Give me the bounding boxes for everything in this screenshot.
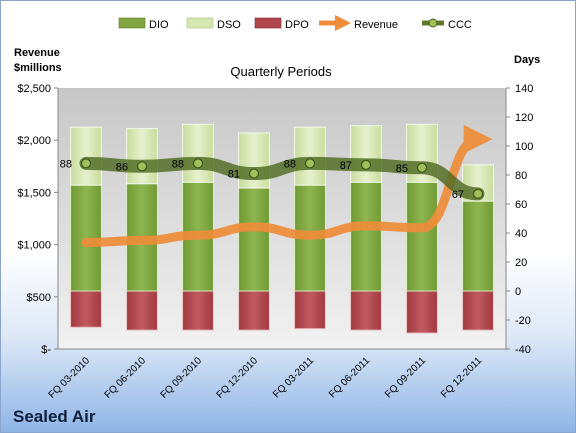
x-tick-label: FQ 03-2010: [47, 355, 93, 401]
ccc-data-label: 81: [228, 169, 240, 181]
ccc-marker: [192, 158, 204, 169]
right-tick-label: 0: [515, 286, 521, 298]
bar-dpo: [294, 290, 326, 330]
legend-label-revenue: Revenue: [354, 19, 398, 31]
x-tick-label: FQ 06-2010: [103, 355, 149, 401]
x-tick-label: FQ 09-2010: [159, 355, 205, 401]
legend-swatch-dpo: [254, 17, 282, 29]
right-tick-label: 20: [515, 257, 527, 269]
right-tick-label: -40: [515, 344, 531, 356]
legend-label-dso: DSO: [217, 19, 241, 31]
right-tick-label: -20: [515, 315, 531, 327]
ccc-marker: [136, 161, 148, 172]
bar-dso: [350, 125, 382, 183]
left-tick-label: $2,500: [17, 83, 51, 95]
left-axis-ticks: $- $500 $1,000 $1,500 $2,000 $2,500: [17, 83, 58, 356]
ccc-data-label: 85: [396, 163, 408, 175]
ccc-data-label: 87: [340, 160, 352, 172]
ccc-marker: [416, 162, 428, 173]
ccc-series: 88 86 88 81 88 87 85 67: [60, 156, 485, 201]
bar-dpo: [126, 290, 158, 331]
ccc-marker: [304, 158, 316, 169]
bar-dpo: [70, 290, 102, 328]
bar-dso: [294, 126, 326, 186]
x-tick-label: FQ 12-2011: [439, 355, 484, 400]
legend-swatch-dio: [118, 17, 146, 29]
left-tick-label: $1,000: [17, 240, 51, 252]
bar-dso: [182, 123, 214, 183]
ccc-marker: [80, 158, 92, 169]
left-tick-label: $2,000: [17, 135, 51, 147]
x-axis-labels: FQ 03-2010 FQ 06-2010 FQ 09-2010 FQ 12-2010…: [47, 355, 485, 401]
ccc-data-label: 88: [172, 158, 184, 170]
ccc-marker: [472, 188, 484, 199]
left-axis-title-line2: $millions: [14, 62, 62, 74]
legend-label-dio: DIO: [149, 19, 169, 31]
chart-title: Quarterly Periods: [230, 64, 332, 79]
left-tick-label: $500: [27, 292, 51, 304]
legend-label-ccc: CCC: [448, 19, 472, 31]
bar-dpo: [406, 290, 438, 334]
right-tick-label: 60: [515, 199, 527, 211]
left-axis-title-line1: Revenue: [14, 47, 60, 59]
legend: DIO DSO DPO Revenue CCC: [118, 14, 472, 32]
ccc-marker: [248, 168, 260, 179]
bar-dio: [406, 181, 438, 292]
bar-dpo: [462, 290, 494, 331]
x-tick-label: FQ 03-2011: [271, 355, 316, 400]
company-name: Sealed Air: [13, 407, 96, 426]
right-tick-label: 40: [515, 228, 527, 240]
bar-dpo: [182, 290, 214, 331]
left-tick-label: $-: [41, 344, 51, 356]
bar-dso: [70, 126, 102, 186]
right-tick-label: 80: [515, 170, 527, 182]
bar-dio: [350, 181, 382, 292]
bar-dio: [462, 200, 494, 292]
ccc-data-label: 88: [60, 158, 72, 170]
legend-swatch-ccc-marker: [428, 18, 438, 28]
right-axis-title: Days: [514, 54, 540, 66]
legend-swatch-dso: [186, 17, 214, 29]
x-tick-label: FQ 06-2011: [327, 355, 372, 400]
revenue-line: [81, 124, 493, 248]
ccc-marker: [360, 159, 372, 170]
bar-dpo: [350, 290, 382, 331]
bar-dio: [238, 187, 270, 292]
right-tick-label: 140: [515, 83, 533, 95]
bar-dso: [126, 128, 158, 185]
bar-dpo: [238, 290, 270, 331]
ccc-data-label: 88: [284, 158, 296, 170]
x-tick-label: FQ 12-2010: [215, 355, 261, 401]
legend-label-dpo: DPO: [285, 19, 309, 31]
ccc-data-label: 86: [116, 161, 128, 173]
right-tick-label: 120: [515, 112, 533, 124]
left-tick-label: $1,500: [17, 187, 51, 199]
right-tick-label: 100: [515, 141, 533, 153]
revenue-series: [81, 124, 493, 248]
x-tick-label: FQ 09-2011: [383, 355, 428, 400]
ccc-data-label: 67: [452, 189, 464, 201]
right-axis-ticks: -40 -20 0 20 40 60 80 100 120 140: [506, 83, 533, 356]
